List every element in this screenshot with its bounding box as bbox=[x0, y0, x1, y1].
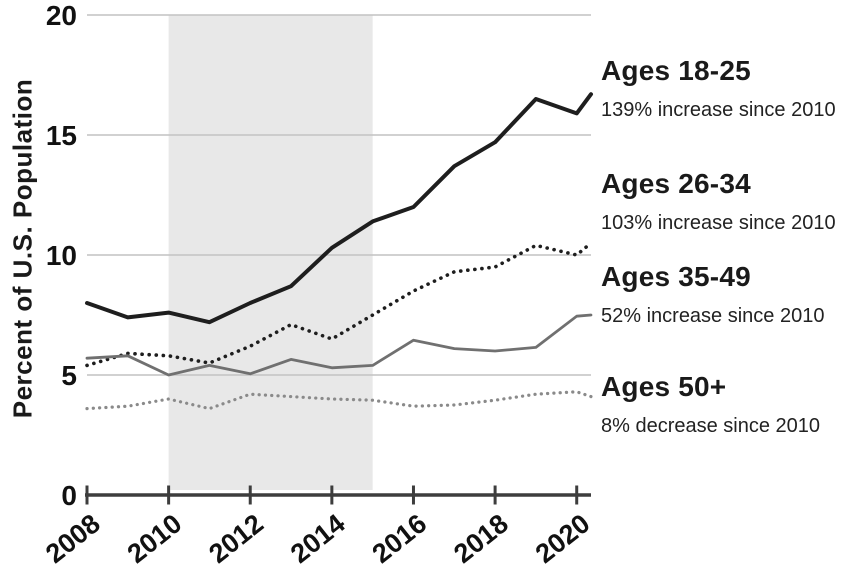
series-line-ages-50plus bbox=[85, 390, 593, 411]
legend-ages-18-25: Ages 18-25 139% increase since 2010 bbox=[601, 55, 836, 122]
series-line-ages-35-49 bbox=[85, 313, 593, 377]
legend-ages-35-49: Ages 35-49 52% increase since 2010 bbox=[601, 261, 825, 328]
y-tick-label-10: 10 bbox=[46, 240, 77, 271]
x-tick-label-2010: 2010 bbox=[122, 508, 188, 569]
legend-title-ages-18-25: Ages 18-25 bbox=[601, 55, 751, 86]
y-tick-label-0: 0 bbox=[61, 480, 77, 511]
y-axis-title: Percent of U.S. Population bbox=[7, 78, 38, 419]
legend-subtitle-ages-35-49: 52% increase since 2010 bbox=[601, 305, 825, 327]
legend-ages-26-34: Ages 26-34 103% increase since 2010 bbox=[601, 168, 836, 235]
legend-title-ages-50-plus: Ages 50+ bbox=[601, 371, 727, 402]
x-tick-label-2020: 2020 bbox=[530, 508, 596, 569]
legend-title-ages-35-49: Ages 35-49 bbox=[601, 261, 751, 292]
legend-subtitle-ages-26-34: 103% increase since 2010 bbox=[601, 212, 836, 234]
x-tick-label-2016: 2016 bbox=[367, 508, 433, 569]
legend-subtitle-ages-18-25: 139% increase since 2010 bbox=[601, 99, 836, 121]
legend-subtitle-ages-50-plus: 8% decrease since 2010 bbox=[601, 415, 821, 437]
y-tick-label-5: 5 bbox=[61, 360, 77, 391]
series-line-ages-18-25 bbox=[85, 92, 593, 325]
x-tick-label-2012: 2012 bbox=[203, 508, 269, 569]
x-tick-label-2018: 2018 bbox=[448, 508, 514, 569]
legend-ages-50-plus: Ages 50+ 8% decrease since 2010 bbox=[601, 371, 821, 438]
shaded-band-2010-2015 bbox=[168, 15, 373, 490]
y-tick-label-20: 20 bbox=[46, 0, 77, 31]
x-tick-label-2014: 2014 bbox=[285, 508, 351, 569]
legend-title-ages-26-34: Ages 26-34 bbox=[601, 168, 751, 199]
y-tick-label-15: 15 bbox=[46, 120, 77, 151]
x-tick-label-2008: 2008 bbox=[40, 508, 106, 569]
